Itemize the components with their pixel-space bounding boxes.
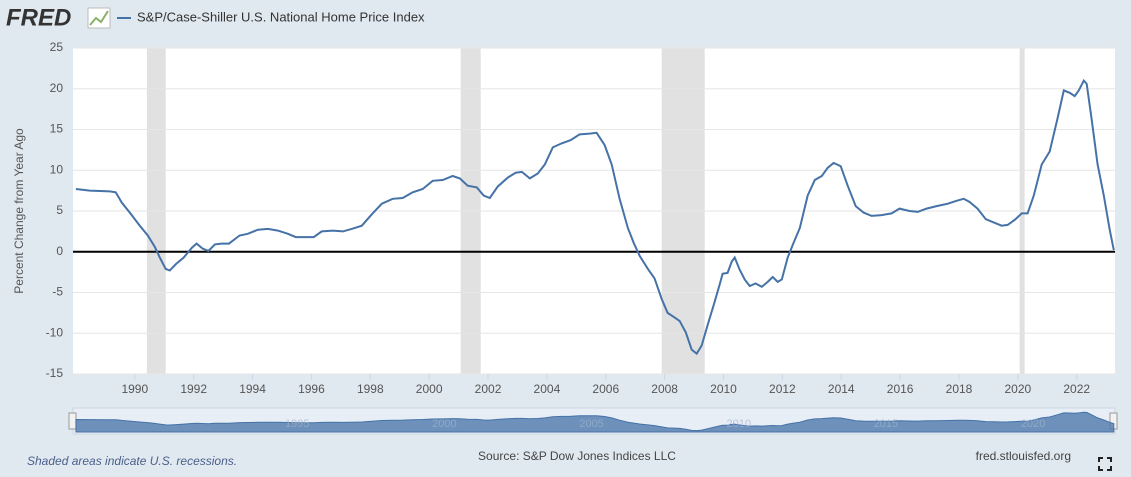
x-tick-label: 1992 (180, 382, 207, 396)
navigator-tick-label: 2015 (874, 418, 898, 430)
source: Source: S&P Dow Jones Indices LLC (478, 449, 676, 463)
legend-label: S&P/Case-Shiller U.S. National Home Pric… (137, 9, 425, 24)
y-tick-label: 25 (50, 40, 64, 54)
x-tick-label: 1990 (121, 382, 148, 396)
navigator-tick-label: 1995 (285, 418, 309, 430)
logo: FRED (6, 4, 71, 31)
recession-note: Shaded areas indicate U.S. recessions. (27, 454, 237, 468)
y-tick-label: 5 (56, 203, 63, 217)
x-tick-label: 2016 (887, 382, 914, 396)
x-tick-label: 2008 (651, 382, 678, 396)
navigator-handle[interactable] (68, 412, 77, 430)
x-tick-label: 2020 (1005, 382, 1032, 396)
y-tick-label: -15 (46, 366, 64, 380)
x-tick-label: 1998 (357, 382, 384, 396)
series-line (75, 78, 1115, 356)
x-tick-label: 2010 (710, 382, 737, 396)
y-axis-label: Percent Change from Year Ago (12, 128, 26, 294)
y-tick-label: 20 (50, 81, 64, 95)
x-tick-label: 1996 (298, 382, 325, 396)
navigator-tick-label: 2020 (1021, 418, 1045, 430)
navigator-tick-label: 2005 (579, 418, 603, 430)
x-tick-label: 2004 (534, 382, 561, 396)
y-tick-label: 10 (50, 162, 64, 176)
x-tick-label: 2006 (592, 382, 619, 396)
navigator-series (75, 411, 1115, 433)
y-tick-label: 0 (56, 244, 63, 258)
site-link[interactable]: fred.stlouisfed.org (976, 449, 1071, 463)
x-tick-label: 2002 (475, 382, 502, 396)
navigator-tick-label: 2010 (727, 418, 751, 430)
y-tick-label: 15 (50, 122, 64, 136)
y-tick-label: -5 (52, 285, 63, 299)
x-tick-label: 2022 (1063, 382, 1090, 396)
fullscreen-icon[interactable] (1098, 457, 1112, 471)
x-tick-label: 2014 (828, 382, 855, 396)
navigator-tick-label: 2000 (432, 418, 456, 430)
x-tick-label: 2018 (946, 382, 973, 396)
logo-icon (87, 7, 111, 29)
y-tick-label: -10 (46, 325, 64, 339)
x-tick-label: 2000 (416, 382, 443, 396)
x-tick-label: 1994 (239, 382, 266, 396)
x-tick-label: 2012 (769, 382, 796, 396)
